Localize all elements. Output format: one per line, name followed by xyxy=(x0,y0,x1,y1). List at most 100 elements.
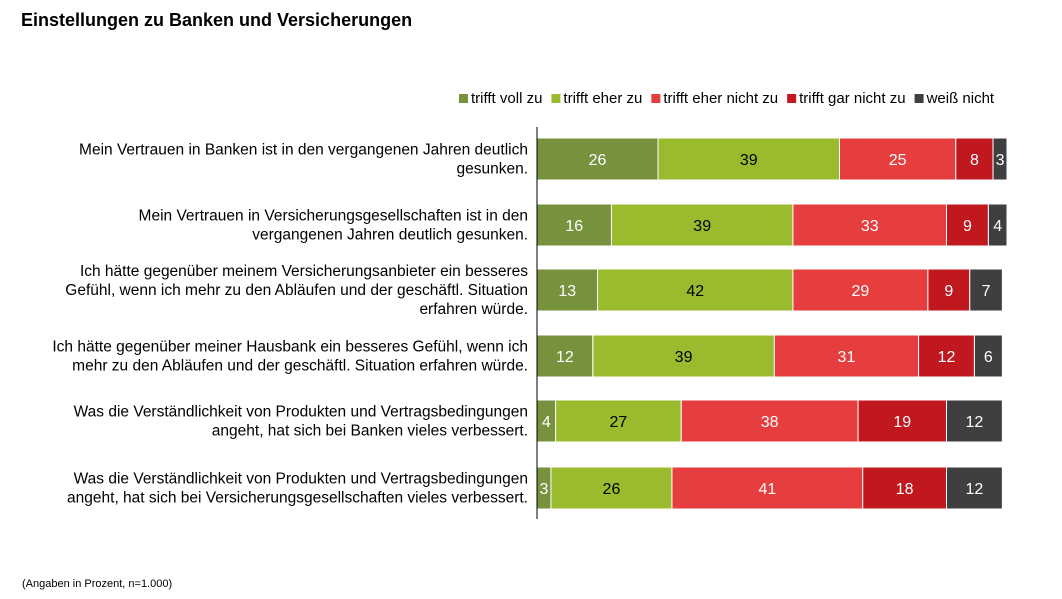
bar-segment xyxy=(596,268,794,312)
data-label: 39 xyxy=(675,349,693,366)
data-label: 29 xyxy=(852,283,870,300)
bar-segment xyxy=(592,334,775,378)
data-label: 18 xyxy=(896,481,914,498)
category-label-line: vergangenen Jahren deutlich gesunken. xyxy=(252,227,528,244)
data-label: 26 xyxy=(589,152,607,169)
bar-segment xyxy=(610,203,794,247)
legend-swatch xyxy=(651,94,661,103)
category-label-line: angeht, hat sich bei Versicherungsgesell… xyxy=(67,490,528,507)
category-label-line: erfahren würde. xyxy=(419,301,528,318)
bar-segment xyxy=(773,334,920,378)
bar-row: Was die Verständlichkeit von Produkten u… xyxy=(74,399,1003,443)
legend-label: trifft eher nicht zu xyxy=(663,90,778,107)
category-label-line: mehr zu den Abläufen und der geschäftl. … xyxy=(72,358,528,375)
category-label-line: angeht, hat sich bei Banken vieles verbe… xyxy=(212,423,528,440)
category-label-line: Mein Vertrauen in Banken ist in den verg… xyxy=(79,142,528,159)
data-label: 25 xyxy=(889,152,907,169)
data-label: 27 xyxy=(610,414,628,431)
bar-row: Was die Verständlichkeit von Produkten u… xyxy=(67,466,1003,510)
data-label: 4 xyxy=(542,414,551,431)
category-label-line: Mein Vertrauen in Versicherungsgesellsch… xyxy=(139,208,528,225)
legend-item: trifft eher zu xyxy=(551,90,642,107)
data-label: 12 xyxy=(938,349,956,366)
category-label: Mein Vertrauen in Versicherungsgesellsch… xyxy=(139,208,528,244)
data-label: 13 xyxy=(558,283,576,300)
bar-segment xyxy=(671,466,864,510)
footnote: (Angaben in Prozent, n=1.000) xyxy=(22,578,173,590)
bar-segment xyxy=(857,399,948,443)
category-label-line: Gefühl, wenn ich mehr zu den Abläufen un… xyxy=(65,282,528,299)
category-label-line: Ich hätte gegenüber meinem Versicherungs… xyxy=(80,263,528,280)
legend-label: trifft eher zu xyxy=(563,90,642,107)
bar-segment xyxy=(555,399,682,443)
data-label: 4 xyxy=(993,218,1002,235)
legend: trifft voll zu trifft eher zu trifft eher … xyxy=(459,90,995,107)
legend-swatch xyxy=(787,94,797,103)
data-label: 6 xyxy=(984,349,993,366)
legend-swatch xyxy=(914,94,924,103)
category-label: Ich hätte gegenüber meinem Versicherungs… xyxy=(65,263,528,318)
data-label: 7 xyxy=(982,283,991,300)
bar-segment xyxy=(946,466,1003,510)
legend-label: weiß nicht xyxy=(926,90,995,107)
bar-segment xyxy=(973,334,1003,378)
data-label: 31 xyxy=(838,349,856,366)
data-label: 42 xyxy=(686,283,704,300)
bar-segment xyxy=(792,203,948,247)
bar-row: Mein Vertrauen in Versicherungsgesellsch… xyxy=(139,203,1008,247)
category-label: Mein Vertrauen in Banken ist in den verg… xyxy=(79,142,528,178)
legend-item: trifft voll zu xyxy=(459,90,542,107)
data-label: 33 xyxy=(861,218,879,235)
bar-segment xyxy=(969,268,1003,312)
data-label: 12 xyxy=(556,349,574,366)
bar-row: Ich hätte gegenüber meiner Hausbank ein … xyxy=(52,334,1003,378)
bar-segment xyxy=(550,466,673,510)
data-label: 9 xyxy=(963,218,972,235)
data-label: 39 xyxy=(740,152,758,169)
bar-segment xyxy=(918,334,975,378)
legend-swatch xyxy=(459,94,468,103)
category-label-line: gesunken. xyxy=(456,161,528,178)
bar-segment xyxy=(862,466,948,510)
data-label: 12 xyxy=(966,414,984,431)
data-label: 16 xyxy=(565,218,583,235)
bar-segment xyxy=(657,137,840,181)
category-label-line: Ich hätte gegenüber meiner Hausbank ein … xyxy=(52,339,528,356)
legend-item: weiß nicht xyxy=(914,90,995,107)
bar-segment xyxy=(946,203,989,247)
category-label: Was die Verständlichkeit von Produkten u… xyxy=(67,471,528,507)
bar-segment xyxy=(536,203,612,247)
bar-row: Mein Vertrauen in Banken ist in den verg… xyxy=(79,137,1008,181)
data-label: 3 xyxy=(540,481,549,498)
category-label: Ich hätte gegenüber meiner Hausbank ein … xyxy=(52,339,528,375)
data-label: 19 xyxy=(893,414,911,431)
data-label: 3 xyxy=(996,152,1005,169)
bar-segment xyxy=(792,268,929,312)
data-label: 41 xyxy=(758,481,776,498)
data-label: 12 xyxy=(966,481,984,498)
bar-segment xyxy=(946,399,1003,443)
data-label: 8 xyxy=(970,152,979,169)
legend-item: trifft eher nicht zu xyxy=(651,90,778,107)
category-label: Was die Verständlichkeit von Produkten u… xyxy=(74,404,528,440)
data-label: 9 xyxy=(944,283,953,300)
bar-segment xyxy=(680,399,859,443)
legend-label: trifft gar nicht zu xyxy=(799,90,905,107)
category-label-line: Was die Verständlichkeit von Produkten u… xyxy=(74,471,528,488)
bar-segment xyxy=(927,268,971,312)
legend-swatch xyxy=(551,94,561,103)
data-label: 26 xyxy=(603,481,621,498)
category-label-line: Was die Verständlichkeit von Produkten u… xyxy=(74,404,528,421)
bar-segment xyxy=(992,137,1008,181)
bar-segment xyxy=(536,334,594,378)
legend-label: trifft voll zu xyxy=(471,90,542,107)
chart-rows: Mein Vertrauen in Banken ist in den verg… xyxy=(52,137,1008,510)
chart-title: Einstellungen zu Banken und Versicherung… xyxy=(21,10,413,30)
data-label: 38 xyxy=(761,414,779,431)
legend-item: trifft gar nicht zu xyxy=(787,90,906,107)
data-label: 39 xyxy=(693,218,711,235)
bar-row: Ich hätte gegenüber meinem Versicherungs… xyxy=(65,263,1003,318)
bar-segment xyxy=(987,203,1008,247)
